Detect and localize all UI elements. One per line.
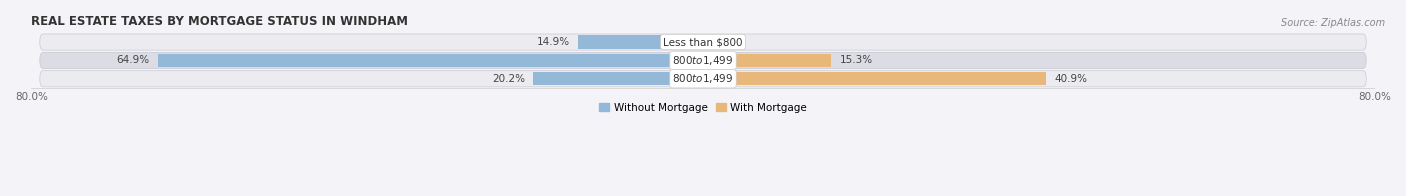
Text: 20.2%: 20.2% <box>492 74 524 84</box>
Text: REAL ESTATE TAXES BY MORTGAGE STATUS IN WINDHAM: REAL ESTATE TAXES BY MORTGAGE STATUS IN … <box>31 15 408 28</box>
FancyBboxPatch shape <box>39 34 1367 50</box>
Text: Less than $800: Less than $800 <box>664 37 742 47</box>
Bar <box>703 72 1046 85</box>
FancyBboxPatch shape <box>39 71 1367 87</box>
FancyBboxPatch shape <box>39 52 1367 68</box>
Text: Source: ZipAtlas.com: Source: ZipAtlas.com <box>1281 18 1385 28</box>
Legend: Without Mortgage, With Mortgage: Without Mortgage, With Mortgage <box>595 98 811 117</box>
Text: $800 to $1,499: $800 to $1,499 <box>672 54 734 67</box>
Text: 40.9%: 40.9% <box>1054 74 1088 84</box>
Text: 14.9%: 14.9% <box>537 37 569 47</box>
Text: $800 to $1,499: $800 to $1,499 <box>672 72 734 85</box>
Text: 0.0%: 0.0% <box>711 37 738 47</box>
Text: 64.9%: 64.9% <box>117 55 150 65</box>
Text: 15.3%: 15.3% <box>839 55 873 65</box>
Bar <box>578 35 703 49</box>
Bar <box>533 72 703 85</box>
Bar <box>703 54 831 67</box>
Bar <box>159 54 703 67</box>
